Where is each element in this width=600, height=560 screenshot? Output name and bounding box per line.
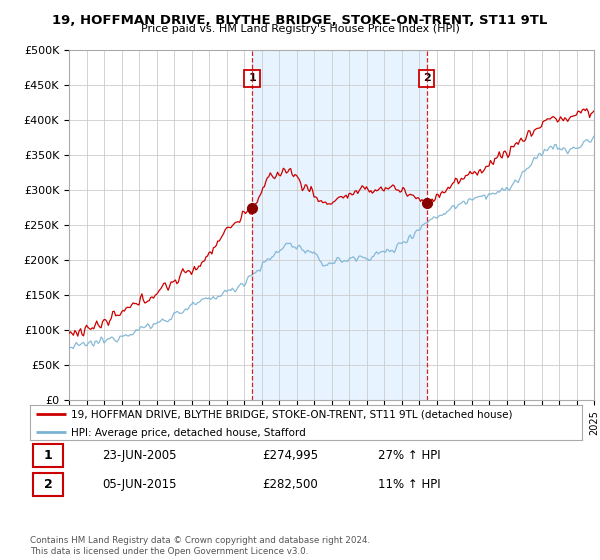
- Text: 1: 1: [248, 73, 256, 83]
- Text: £274,995: £274,995: [262, 449, 318, 462]
- Text: 1: 1: [44, 449, 52, 462]
- Bar: [33, 444, 63, 466]
- Text: Price paid vs. HM Land Registry's House Price Index (HPI): Price paid vs. HM Land Registry's House …: [140, 24, 460, 34]
- Bar: [252, 50, 427, 400]
- Text: 11% ↑ HPI: 11% ↑ HPI: [378, 478, 440, 491]
- Text: 2: 2: [422, 73, 430, 83]
- Bar: [33, 473, 63, 496]
- Text: 23-JUN-2005: 23-JUN-2005: [102, 449, 176, 462]
- Text: 19, HOFFMAN DRIVE, BLYTHE BRIDGE, STOKE-ON-TRENT, ST11 9TL: 19, HOFFMAN DRIVE, BLYTHE BRIDGE, STOKE-…: [52, 14, 548, 27]
- Text: HPI: Average price, detached house, Stafford: HPI: Average price, detached house, Staf…: [71, 428, 306, 438]
- Text: Contains HM Land Registry data © Crown copyright and database right 2024.
This d: Contains HM Land Registry data © Crown c…: [30, 536, 370, 556]
- Text: £282,500: £282,500: [262, 478, 317, 491]
- Text: 05-JUN-2015: 05-JUN-2015: [102, 478, 176, 491]
- Text: 2: 2: [44, 478, 52, 491]
- Text: 27% ↑ HPI: 27% ↑ HPI: [378, 449, 440, 462]
- Text: 19, HOFFMAN DRIVE, BLYTHE BRIDGE, STOKE-ON-TRENT, ST11 9TL (detached house): 19, HOFFMAN DRIVE, BLYTHE BRIDGE, STOKE-…: [71, 409, 513, 419]
